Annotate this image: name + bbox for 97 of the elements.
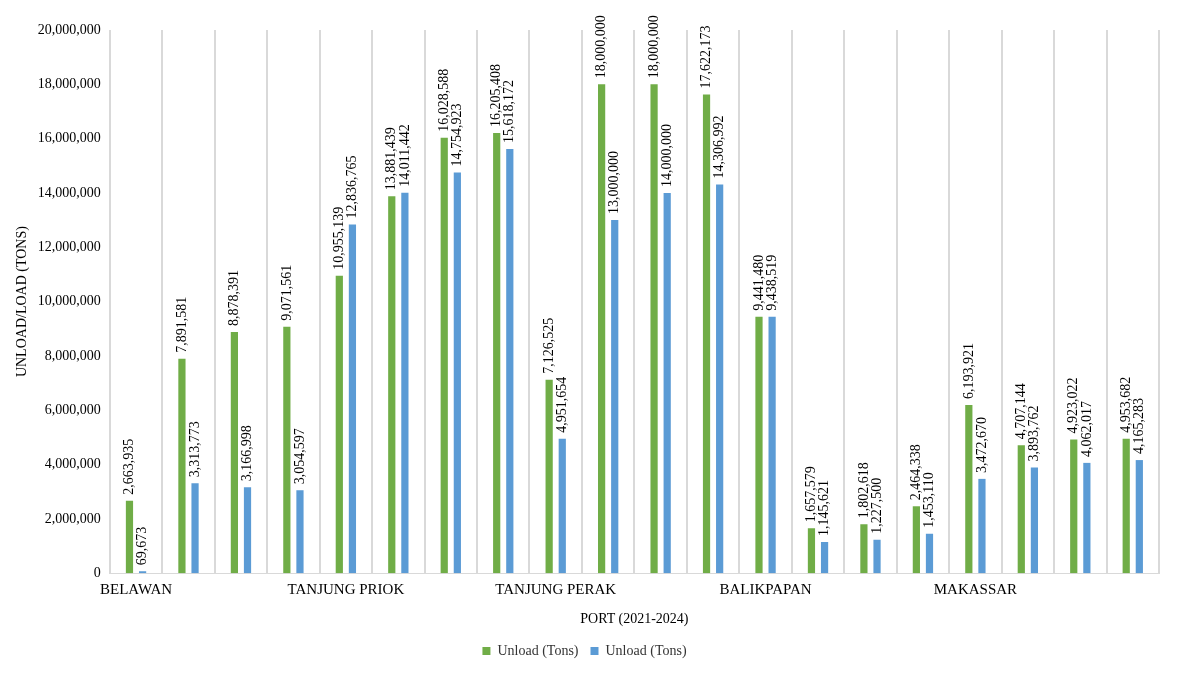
data-label: 14,306,992 <box>711 115 727 179</box>
bar <box>1135 460 1143 574</box>
data-label: 13,881,439 <box>383 127 399 191</box>
bar <box>598 84 606 574</box>
y-tick-label: 12,000,000 <box>37 238 101 254</box>
data-label: 3,472,670 <box>973 416 989 473</box>
data-label: 13,000,000 <box>606 151 622 215</box>
bar <box>873 539 881 574</box>
data-label: 8,878,391 <box>226 270 242 327</box>
data-label: 1,453,110 <box>921 472 937 528</box>
bar <box>611 220 619 574</box>
y-tick-label: 16,000,000 <box>37 130 101 146</box>
x-tick-label: BALIKPAPAN <box>719 581 812 598</box>
x-tick-label: BELAWAN <box>99 581 173 598</box>
bar <box>755 316 763 574</box>
data-label: 4,923,022 <box>1065 377 1081 434</box>
data-label: 4,165,283 <box>1131 398 1146 455</box>
y-tick-label: 0 <box>93 564 101 580</box>
y-tick-label: 14,000,000 <box>37 184 101 200</box>
bar <box>965 404 973 574</box>
bar <box>820 542 829 574</box>
bar <box>401 192 409 574</box>
bar <box>493 133 501 574</box>
data-label: 4,707,144 <box>1012 383 1028 440</box>
y-tick-label: 20,000,000 <box>37 21 101 37</box>
bar <box>388 196 396 574</box>
bar <box>807 528 816 574</box>
x-tick-label: TANJUNG PERAK <box>495 581 617 598</box>
data-label: 4,953,682 <box>1117 376 1133 433</box>
data-label: 1,657,579 <box>803 466 819 523</box>
bar <box>230 332 238 574</box>
legend-label: Unload (Tons) <box>497 642 579 659</box>
x-tick-label: MAKASSAR <box>933 581 1018 598</box>
bar <box>702 94 711 574</box>
data-label: 69,673 <box>134 526 150 566</box>
data-label: 18,000,000 <box>593 15 609 79</box>
y-tick-label: 18,000,000 <box>37 75 101 91</box>
data-label: 4,062,017 <box>1078 400 1094 457</box>
bar <box>912 506 920 574</box>
data-label: 2,464,338 <box>908 444 924 501</box>
data-label: 14,000,000 <box>658 123 674 187</box>
bar <box>453 172 461 574</box>
y-tick-label: 4,000,000 <box>44 456 101 472</box>
data-label: 3,893,762 <box>1026 405 1042 462</box>
data-label: 9,441,480 <box>750 254 766 311</box>
data-label: 10,955,139 <box>330 206 346 270</box>
bar <box>243 487 252 574</box>
bar <box>860 524 868 574</box>
bar <box>125 500 134 574</box>
bar <box>283 326 291 574</box>
bar <box>178 358 186 574</box>
data-label: 17,622,173 <box>698 25 714 89</box>
bar <box>650 84 658 574</box>
data-label: 1,145,621 <box>816 480 832 537</box>
data-label: 4,951,654 <box>553 376 569 433</box>
bar <box>545 379 553 574</box>
bar <box>296 490 304 574</box>
bar <box>1083 462 1091 574</box>
bar <box>558 438 566 574</box>
data-label: 7,891,581 <box>173 296 189 353</box>
bar <box>663 192 671 574</box>
data-label: 2,663,935 <box>121 438 137 495</box>
data-label: 6,193,921 <box>960 342 976 399</box>
bar <box>1070 439 1078 574</box>
bar <box>1030 467 1039 574</box>
bar <box>348 224 357 574</box>
bar <box>768 316 776 574</box>
y-axis-title: UNLOAD/LOAD (TONS) <box>14 225 31 378</box>
bar <box>440 137 448 574</box>
data-label: 14,754,923 <box>449 103 465 167</box>
data-label: 9,071,561 <box>278 264 294 321</box>
bar <box>1122 438 1130 574</box>
bar <box>335 275 343 574</box>
data-label: 12,836,765 <box>344 155 360 219</box>
bar <box>925 533 934 574</box>
data-label: 3,054,597 <box>291 428 307 485</box>
bar <box>506 149 514 574</box>
data-label: 16,028,588 <box>435 68 451 132</box>
legend-label: Unload (Tons) <box>605 642 687 659</box>
y-tick-label: 2,000,000 <box>44 510 101 526</box>
data-label: 3,166,998 <box>239 425 255 482</box>
data-label: 16,205,408 <box>488 64 504 128</box>
data-label: 18,000,000 <box>645 15 661 79</box>
bar <box>978 478 986 574</box>
y-tick-label: 8,000,000 <box>44 347 101 363</box>
data-label: 15,618,172 <box>501 80 517 144</box>
x-tick-label: TANJUNG PRIOK <box>287 581 405 598</box>
data-label: 1,802,618 <box>855 462 871 519</box>
data-label: 14,011,442 <box>396 124 412 187</box>
y-tick-label: 6,000,000 <box>44 401 101 417</box>
x-axis-title: PORT (2021-2024) <box>580 611 689 628</box>
y-tick-label: 10,000,000 <box>37 293 101 309</box>
bar <box>1017 445 1025 574</box>
data-label: 7,126,525 <box>540 317 556 374</box>
bar <box>716 184 724 574</box>
data-label: 3,313,773 <box>186 421 202 478</box>
bar <box>191 483 199 574</box>
